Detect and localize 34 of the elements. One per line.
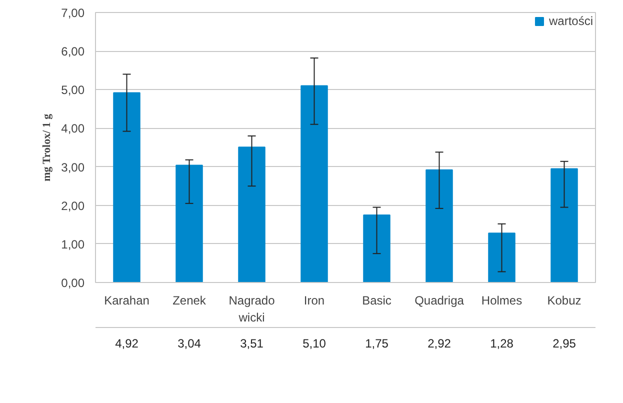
x-tick-label: Nagrado wicki [228,294,276,324]
y-tick-label: 7,00 [61,6,85,20]
bar [488,232,516,282]
y-axis-title: mg Trolox/ 1 g [41,113,54,182]
x-tick-label: Quadriga [414,294,464,308]
y-tick-label: 5,00 [61,83,85,98]
x-tick-label: Basic [362,294,392,308]
data-label: 4,92 [115,336,139,350]
x-tick-label: Karahan [104,294,150,308]
x-tick-label: Zenek [172,294,207,308]
bar [300,85,328,282]
data-label: 3,04 [178,336,202,350]
y-tick-label: 0,00 [61,276,85,290]
bar [176,164,203,282]
x-tick-label: Holmes [481,294,522,308]
y-tick-label: 3,00 [61,160,85,174]
y-tick-label: 4,00 [61,122,85,136]
y-tick-label: 1,00 [61,237,85,252]
x-tick-label: Kobuz [547,294,582,308]
data-label: 3,51 [240,336,264,350]
data-label: 1,28 [490,336,514,350]
bar [426,169,453,282]
data-label: 2,92 [428,336,452,350]
y-tick-label: 2,00 [61,198,85,213]
bar [363,214,390,282]
legend-label: wartości [548,14,593,28]
y-tick-label: 6,00 [61,44,85,59]
bar [550,168,578,282]
data-label: 5,10 [302,336,326,350]
bar [113,92,140,282]
bar [238,146,266,282]
data-label: 1,75 [365,336,389,350]
data-label: 2,95 [552,336,576,350]
x-tick-label: Iron [304,294,325,308]
